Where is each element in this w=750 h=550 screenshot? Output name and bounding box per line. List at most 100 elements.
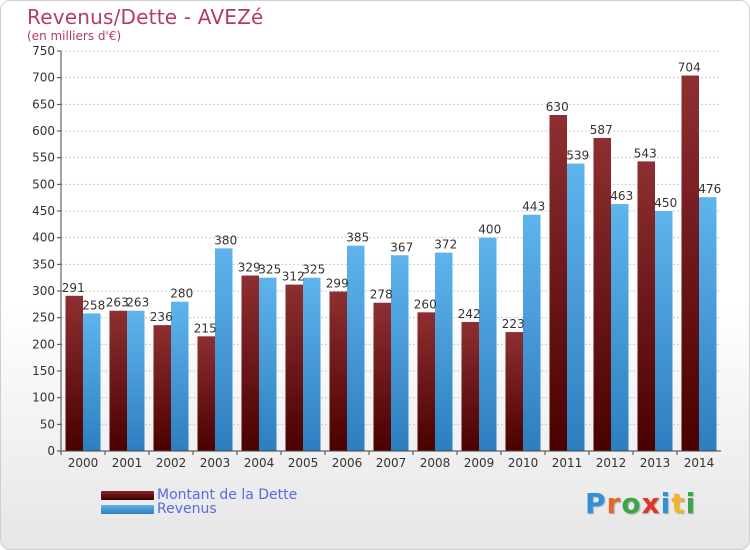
logo-letter: P [585, 487, 607, 520]
bar-revenus [171, 301, 189, 451]
y-tick-label: 650 [32, 97, 55, 111]
logo-letter: i [660, 487, 672, 520]
value-label-dette: 587 [590, 123, 613, 137]
y-tick-label: 500 [32, 177, 55, 191]
x-tick-label: 2000 [68, 456, 99, 470]
y-tick-label: 400 [32, 231, 55, 245]
value-label-dette: 704 [678, 61, 701, 75]
x-tick-label: 2014 [684, 456, 715, 470]
legend-swatch-dette [101, 490, 154, 500]
y-tick-label: 200 [32, 337, 55, 351]
value-label-revenus: 443 [522, 200, 545, 214]
x-tick-label: 2007 [376, 456, 407, 470]
x-tick-label: 2009 [464, 456, 495, 470]
legend-item-revenus: Revenus [101, 501, 217, 517]
x-tick-label: 2008 [420, 456, 451, 470]
value-label-revenus: 325 [302, 263, 325, 277]
chart-subtitle: (en milliers d'€) [27, 29, 122, 43]
bar-revenus [215, 248, 233, 451]
value-label-revenus: 400 [478, 223, 501, 237]
y-tick-label: 100 [32, 391, 55, 405]
y-tick-label: 250 [32, 311, 55, 325]
value-label-dette: 299 [326, 277, 349, 291]
x-tick-label: 2005 [288, 456, 319, 470]
value-label-revenus: 367 [390, 240, 413, 254]
bar-dette [505, 332, 523, 451]
value-label-dette: 242 [458, 307, 481, 321]
bar-dette [285, 284, 303, 451]
value-label-revenus: 263 [126, 296, 149, 310]
x-tick-label: 2001 [112, 456, 143, 470]
value-label-revenus: 258 [82, 298, 105, 312]
bar-revenus [259, 277, 277, 451]
bar-dette [549, 115, 567, 451]
value-label-dette: 278 [370, 288, 393, 302]
value-label-revenus: 385 [346, 231, 369, 245]
y-tick-label: 700 [32, 71, 55, 85]
value-label-dette: 630 [546, 100, 569, 114]
logo-letter: i [685, 487, 697, 520]
bar-revenus [435, 252, 453, 451]
bar-revenus [391, 255, 409, 451]
y-tick-label: 350 [32, 257, 55, 271]
x-tick-label: 2003 [200, 456, 231, 470]
bar-revenus [347, 245, 365, 451]
bar-revenus [479, 237, 497, 451]
bar-dette [417, 312, 435, 451]
bar-revenus [567, 163, 585, 452]
value-label-revenus: 372 [434, 238, 457, 252]
bar-dette [681, 75, 699, 452]
y-tick-label: 600 [32, 124, 55, 138]
bar-dette [197, 336, 215, 451]
bar-dette [461, 321, 479, 451]
x-tick-label: 2004 [244, 456, 275, 470]
x-tick-label: 2012 [596, 456, 627, 470]
logo-letter: o [621, 487, 642, 520]
bar-dette [329, 291, 347, 451]
value-label-revenus: 380 [214, 233, 237, 247]
value-label-dette: 223 [502, 317, 525, 331]
bar-revenus [303, 277, 321, 451]
chart-title: Revenus/Dette - AVEZé [27, 5, 264, 29]
value-label-dette: 263 [106, 296, 129, 310]
bar-revenus [611, 204, 629, 451]
value-label-revenus: 280 [170, 287, 193, 301]
bar-dette [65, 295, 83, 451]
bar-revenus [699, 197, 717, 451]
bar-dette [109, 310, 127, 451]
legend-item-dette: Montant de la Dette [101, 487, 297, 503]
x-tick-label: 2010 [508, 456, 539, 470]
value-label-dette: 236 [150, 310, 173, 324]
value-label-dette: 215 [194, 321, 217, 335]
bar-revenus [127, 310, 145, 451]
value-label-dette: 260 [414, 297, 437, 311]
value-label-revenus: 476 [698, 182, 721, 196]
value-label-dette: 543 [634, 146, 657, 160]
logo-letter: r [606, 487, 622, 520]
value-label-dette: 329 [238, 261, 261, 275]
y-tick-label: 0 [47, 444, 55, 458]
bar-dette [593, 137, 611, 451]
value-label-revenus: 539 [566, 149, 589, 163]
y-tick-label: 50 [40, 417, 55, 431]
legend-label-revenus: Revenus [157, 501, 217, 517]
bar-revenus [655, 211, 673, 451]
legend-label-dette: Montant de la Dette [157, 487, 298, 503]
x-tick-label: 2013 [640, 456, 671, 470]
logo-letter: x [641, 487, 661, 520]
value-label-revenus: 463 [610, 189, 633, 203]
value-label-dette: 291 [62, 281, 85, 295]
y-tick-label: 150 [32, 364, 55, 378]
legend-swatch-revenus [101, 504, 154, 514]
bar-dette [241, 275, 259, 451]
logo-letter: t [671, 487, 686, 520]
bar-dette [637, 161, 655, 451]
x-tick-label: 2006 [332, 456, 363, 470]
y-tick-label: 300 [32, 284, 55, 298]
value-label-revenus: 450 [654, 196, 677, 210]
bar-dette [153, 325, 171, 451]
y-tick-label: 750 [32, 44, 55, 58]
bar-dette [373, 302, 391, 451]
